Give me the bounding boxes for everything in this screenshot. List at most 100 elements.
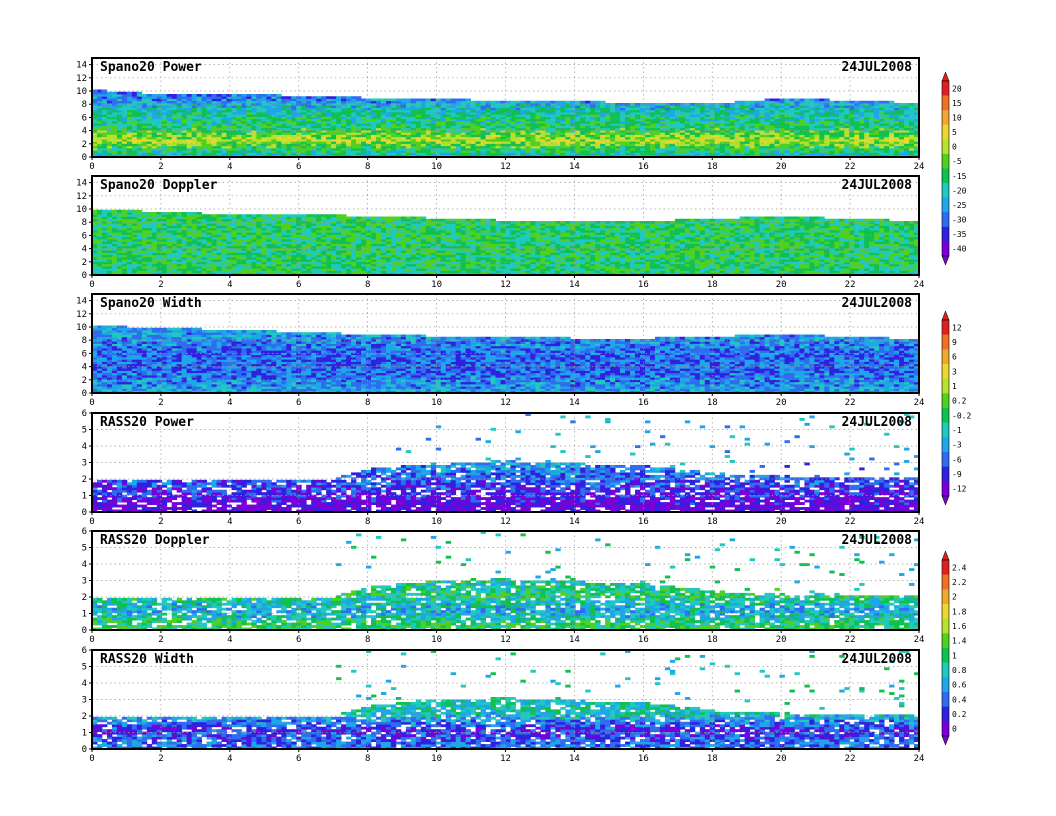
cell — [141, 112, 148, 115]
cell — [510, 127, 516, 131]
cell — [116, 94, 123, 97]
cell — [136, 130, 143, 133]
cell — [186, 130, 193, 133]
cell — [555, 148, 561, 151]
cell — [301, 136, 307, 140]
cell — [615, 118, 621, 122]
cell — [664, 152, 671, 156]
cell — [679, 114, 686, 117]
cell — [96, 123, 103, 126]
cell — [126, 94, 133, 97]
cell — [659, 103, 666, 106]
cell — [221, 121, 227, 124]
cell — [560, 134, 566, 138]
cell — [610, 105, 616, 108]
cell — [356, 107, 362, 111]
cell — [101, 89, 108, 93]
cell — [256, 109, 262, 113]
cell — [101, 94, 108, 97]
cell — [126, 141, 133, 144]
cell — [271, 114, 277, 117]
cell — [395, 98, 402, 102]
cell — [659, 150, 666, 153]
cell — [635, 125, 641, 129]
cell — [341, 109, 347, 113]
cell — [176, 100, 183, 104]
cell — [470, 152, 477, 156]
cell — [226, 107, 232, 111]
cell — [146, 98, 153, 102]
cell — [445, 125, 452, 129]
cell — [659, 148, 666, 151]
cell — [585, 109, 591, 113]
cell — [126, 105, 133, 108]
cell — [460, 136, 467, 140]
cell — [346, 112, 352, 115]
cell — [804, 98, 810, 102]
cell — [256, 98, 262, 102]
cell — [226, 98, 232, 102]
cell — [221, 98, 227, 102]
cell — [126, 130, 133, 133]
cell — [341, 127, 347, 131]
cell — [585, 123, 591, 126]
cell — [206, 152, 212, 156]
cell — [281, 127, 287, 131]
cell — [321, 114, 327, 117]
cell — [824, 98, 830, 102]
cell — [570, 100, 576, 104]
cell — [525, 127, 531, 131]
cell — [380, 145, 387, 149]
cell — [395, 132, 402, 135]
cell — [615, 114, 621, 117]
cell — [271, 148, 277, 151]
cell — [565, 103, 571, 106]
cell — [311, 121, 317, 124]
cell — [555, 103, 561, 106]
cell — [530, 100, 536, 104]
cell — [106, 118, 113, 122]
cell — [166, 139, 173, 142]
cell — [326, 107, 332, 111]
cell — [540, 112, 546, 115]
cell — [291, 152, 297, 156]
cell — [351, 96, 357, 99]
cell — [669, 152, 676, 156]
cell — [236, 130, 242, 133]
cell — [600, 152, 606, 156]
cell — [116, 136, 123, 140]
cell — [136, 118, 143, 122]
cell — [640, 103, 646, 106]
cell — [356, 121, 362, 124]
cell — [605, 132, 611, 135]
cell — [605, 105, 611, 108]
cell — [106, 94, 113, 97]
cell — [425, 139, 432, 142]
cell — [435, 123, 442, 126]
cell — [151, 103, 158, 106]
cell — [331, 103, 337, 106]
cell — [600, 114, 606, 117]
x-tick-label: 12 — [500, 162, 511, 172]
cell — [420, 123, 427, 126]
cell — [460, 103, 467, 106]
cell — [375, 114, 382, 117]
cell — [176, 152, 183, 156]
cell — [410, 121, 417, 124]
cell — [430, 150, 437, 153]
cell — [121, 112, 128, 115]
cell — [375, 118, 382, 122]
cell — [390, 127, 397, 131]
cell — [395, 107, 402, 111]
cell — [176, 107, 183, 111]
cell — [390, 141, 397, 144]
cell — [649, 130, 656, 133]
cell — [370, 141, 377, 144]
cell — [510, 121, 516, 124]
cell — [166, 121, 173, 124]
cell — [226, 143, 232, 147]
cell — [92, 136, 98, 140]
cell — [116, 141, 123, 144]
cell — [156, 145, 163, 149]
cell — [92, 121, 98, 124]
